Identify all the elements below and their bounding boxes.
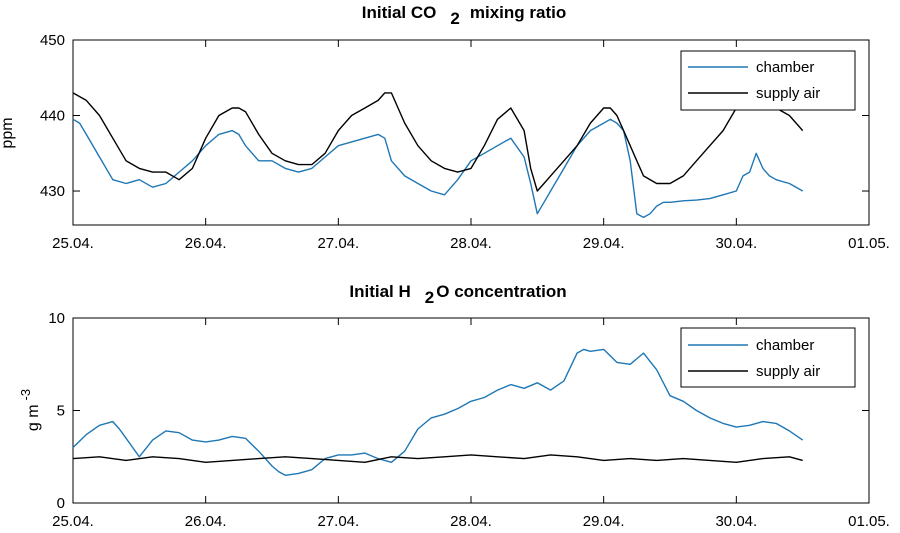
y-tick-label: 10 xyxy=(48,310,65,327)
co2-ylabel: ppm xyxy=(0,117,16,148)
h2o-legend-supply: supply air xyxy=(756,363,820,380)
series-line-supply-air xyxy=(72,92,804,192)
x-tick-label: 29.04. xyxy=(583,513,625,530)
x-tick-label: 25.04. xyxy=(52,513,94,530)
x-tick-label: 26.04. xyxy=(185,513,227,530)
co2-legend-chamber: chamber xyxy=(756,59,814,76)
x-tick-label: 27.04. xyxy=(317,235,359,252)
co2-title: Initial CO 2 mixing ratio xyxy=(362,3,566,28)
y-tick-label: 440 xyxy=(40,108,65,125)
y-tick-label: 450 xyxy=(40,32,65,49)
x-tick-label: 27.04. xyxy=(317,513,359,530)
co2-panel: Initial CO 2 mixing ratio ppm 25.04. 26.04.… xyxy=(0,3,890,252)
y-tick-label: 430 xyxy=(40,183,65,200)
h2o-ylabel: g m-3 xyxy=(18,389,42,431)
series-line-chamber xyxy=(72,118,804,219)
co2-legend: chamber supply air xyxy=(680,50,856,111)
x-tick-label: 25.04. xyxy=(52,235,94,252)
co2-legend-supply: supply air xyxy=(756,85,820,102)
x-tick-label: 30.04. xyxy=(715,235,757,252)
x-tick-label: 01.05. xyxy=(848,513,890,530)
series-line-chamber xyxy=(72,348,804,476)
x-tick-label: 26.04. xyxy=(185,235,227,252)
y-tick-label: 5 xyxy=(57,403,65,420)
h2o-legend-chamber: chamber xyxy=(756,337,814,354)
h2o-legend: chamber supply air xyxy=(680,327,856,388)
x-tick-label: 28.04. xyxy=(450,513,492,530)
x-tick-label: 01.05. xyxy=(848,235,890,252)
x-tick-label: 28.04. xyxy=(450,235,492,252)
y-tick-label: 0 xyxy=(57,495,65,512)
x-tick-label: 29.04. xyxy=(583,235,625,252)
x-tick-label: 30.04. xyxy=(715,513,757,530)
series-line-supply-air xyxy=(72,454,803,463)
